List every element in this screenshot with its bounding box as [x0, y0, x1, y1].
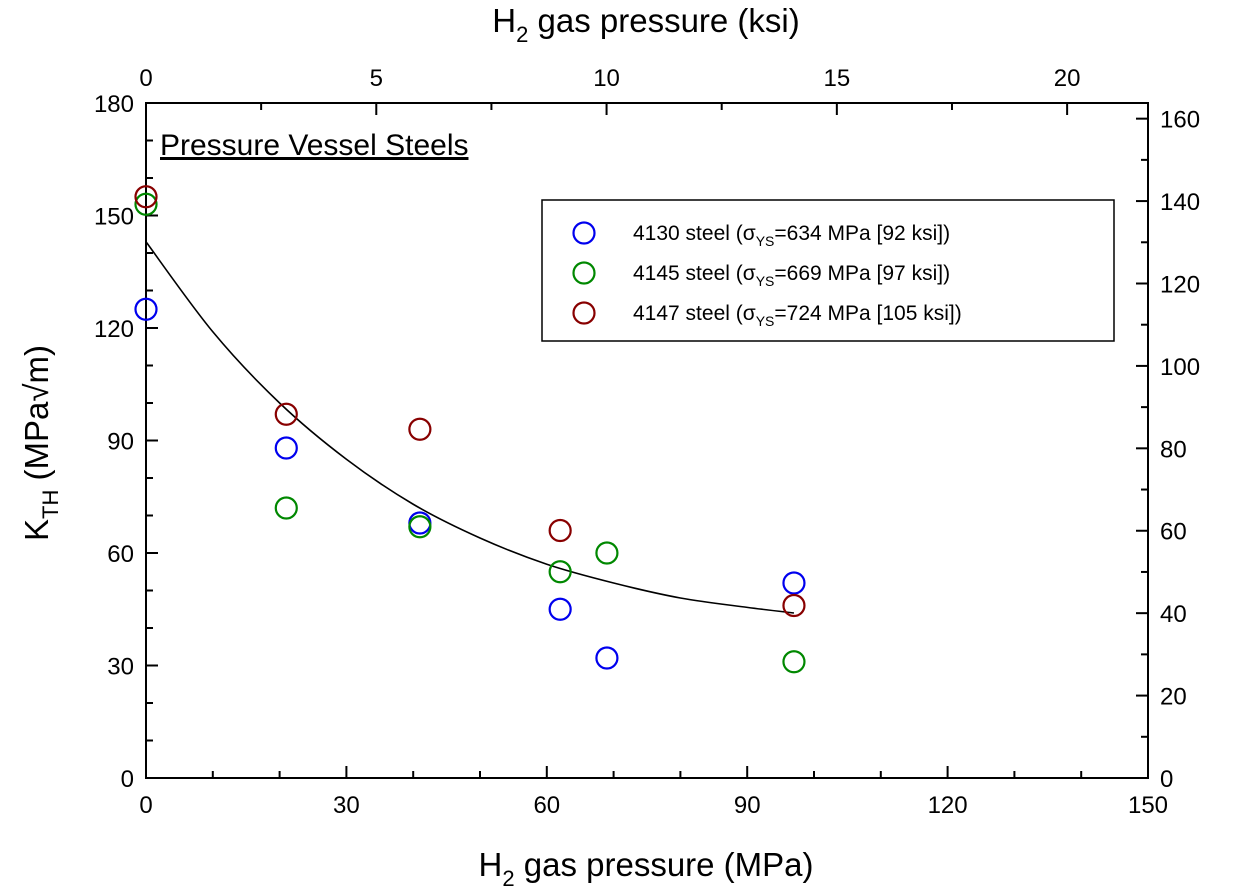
- data-markers: [134, 185, 806, 674]
- top-tick-label: 15: [823, 65, 850, 92]
- right-tick-label: 20: [1160, 684, 1187, 711]
- legend-box: [541, 199, 1115, 342]
- y-tick-label: 90: [107, 429, 134, 456]
- x-tick-label: 30: [333, 792, 360, 819]
- chart-title: Pressure Vessel Steels: [160, 129, 468, 162]
- legend-item: 4130 steel (σYS=634 MPa [92 ksi]): [572, 221, 950, 249]
- top-tick-label: 5: [370, 65, 383, 92]
- y-tick-label: 0: [121, 766, 134, 793]
- y-tick-label: 30: [107, 654, 134, 681]
- legend-label-pre: 4147 steel (σ: [633, 302, 756, 325]
- right-tick-label: 60: [1160, 519, 1187, 546]
- x-axis-title-rest: gas pressure (MPa): [515, 846, 814, 883]
- data-point: [274, 496, 298, 520]
- fit-curve: [145, 241, 795, 614]
- data-point: [134, 297, 158, 321]
- legend-item: 4145 steel (σYS=669 MPa [97 ksi]): [572, 261, 950, 289]
- data-point: [595, 646, 619, 670]
- right-tick-label: 80: [1160, 436, 1187, 463]
- y-tick-label: 180: [94, 91, 134, 118]
- legend-item: 4147 steel (σYS=724 MPa [105 ksi]): [572, 301, 962, 329]
- x-tick-label: 120: [928, 792, 968, 819]
- legend-label-post: =669 MPa [97 ksi]): [774, 262, 950, 285]
- y-tick-label: 60: [107, 541, 134, 568]
- top-axis-title: H2 gas pressure (ksi): [492, 2, 800, 47]
- legend-label-post: =724 MPa [105 ksi]): [774, 302, 961, 325]
- data-point: [548, 518, 572, 543]
- legend-label-pre: 4130 steel (σ: [633, 222, 756, 245]
- top-axis-title-rest: gas pressure (ksi): [528, 2, 799, 39]
- top-axis-title-base: H: [492, 2, 516, 39]
- y-axis-title-base: K: [18, 519, 55, 541]
- legend-marker: [572, 261, 596, 285]
- data-point: [782, 571, 806, 595]
- legend-label: 4145 steel (σYS=669 MPa [97 ksi]): [633, 262, 950, 289]
- right-tick-label: 0: [1160, 766, 1173, 793]
- right-tick-label: 160: [1160, 107, 1200, 134]
- x-tick-label: 60: [533, 792, 560, 819]
- y-axis-title-rest: (MPa√m): [18, 345, 55, 490]
- legend-label: 4130 steel (σYS=634 MPa [92 ksi]): [633, 222, 950, 249]
- legend: 4130 steel (σYS=634 MPa [92 ksi]) 4145 s…: [541, 199, 1115, 342]
- data-point: [782, 650, 806, 674]
- fit-curve-group: [145, 241, 795, 614]
- data-point: [408, 515, 432, 539]
- x-axis-title-base: H: [478, 846, 502, 883]
- x-tick-label: 90: [734, 792, 761, 819]
- right-tick-label: 120: [1160, 271, 1200, 298]
- right-tick-label: 140: [1160, 189, 1200, 216]
- legend-label-post: =634 MPa [92 ksi]): [774, 222, 950, 245]
- y-axis-title-sub: TH: [38, 490, 63, 519]
- data-point: [782, 593, 806, 618]
- y-tick-label: 120: [94, 316, 134, 343]
- legend-label-sub: YS: [756, 273, 775, 289]
- legend-label-sub: YS: [756, 313, 775, 329]
- x-axis-title: H2 gas pressure (MPa): [478, 846, 813, 891]
- y-tick-label: 150: [94, 204, 134, 231]
- legend-marker: [572, 221, 596, 245]
- x-tick-label: 0: [139, 792, 152, 819]
- x-tick-label: 150: [1128, 792, 1168, 819]
- right-tick-label: 40: [1160, 601, 1187, 628]
- legend-label: 4147 steel (σYS=724 MPa [105 ksi]): [633, 302, 962, 329]
- legend-label-pre: 4145 steel (σ: [633, 262, 756, 285]
- data-point: [548, 560, 572, 584]
- top-tick-label: 20: [1054, 65, 1081, 92]
- data-point: [408, 417, 432, 441]
- data-point: [274, 436, 298, 460]
- y-axis-title: KTH (MPa√m): [18, 345, 63, 541]
- top-tick-label: 10: [593, 65, 620, 92]
- top-tick-label: 0: [139, 65, 152, 92]
- data-point: [274, 402, 298, 426]
- top-axis-title-sub: 2: [516, 22, 528, 47]
- legend-marker: [572, 301, 596, 325]
- right-tick-label: 100: [1160, 354, 1200, 381]
- x-axis-title-sub: 2: [502, 866, 514, 891]
- data-point: [134, 185, 158, 209]
- data-point: [134, 192, 158, 216]
- data-point: [595, 541, 619, 565]
- legend-label-sub: YS: [756, 233, 775, 249]
- data-point: [548, 597, 572, 621]
